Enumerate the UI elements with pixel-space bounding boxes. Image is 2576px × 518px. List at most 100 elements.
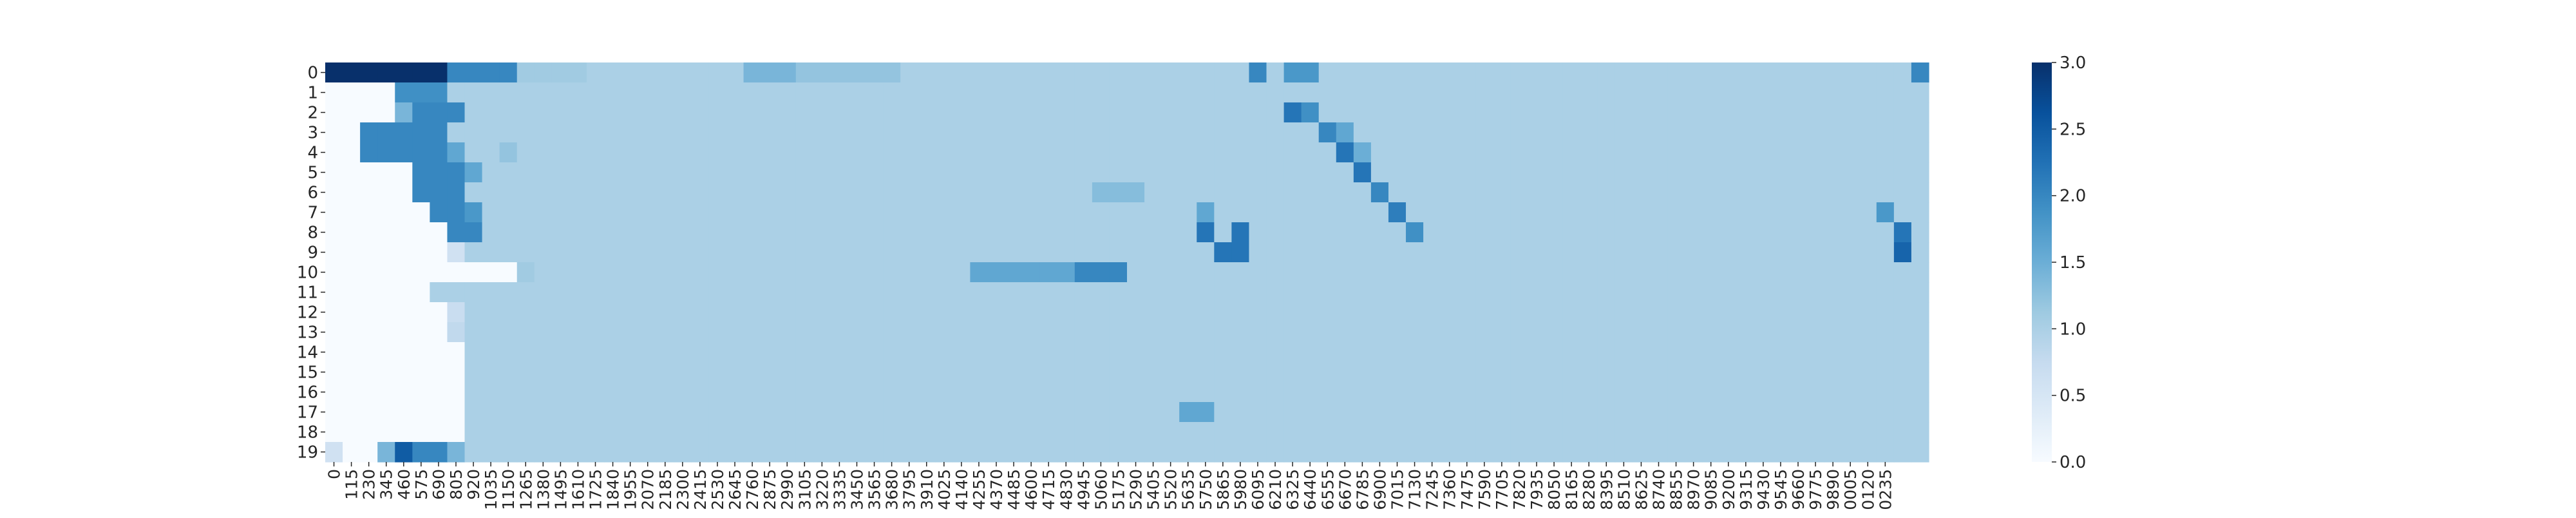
heatmap-cell — [1719, 362, 1738, 383]
heatmap-cell — [708, 282, 727, 303]
heatmap-cell — [499, 262, 518, 283]
heatmap-cell — [970, 62, 989, 83]
heatmap-cell — [1231, 242, 1250, 263]
heatmap-cell — [325, 282, 343, 303]
heatmap-cell — [795, 422, 814, 443]
row-tick-label: 3 — [307, 124, 318, 143]
heatmap-cell — [1441, 382, 1459, 403]
heatmap-cell — [325, 102, 343, 123]
heatmap-cell — [1911, 362, 1929, 383]
heatmap-cell — [343, 262, 361, 283]
column-tick-label: 6670 — [1336, 469, 1354, 510]
heatmap-cell — [1685, 422, 1703, 443]
heatmap-cell — [1005, 402, 1023, 423]
heatmap-cell — [1649, 82, 1668, 103]
heatmap-cell — [1458, 402, 1476, 423]
heatmap-cell — [1806, 282, 1825, 303]
heatmap-cell — [395, 442, 413, 463]
heatmap-cell — [1772, 342, 1790, 363]
heatmap-cell — [1510, 402, 1529, 423]
heatmap-cell — [1179, 242, 1197, 263]
heatmap-cell — [639, 402, 657, 423]
heatmap-cell — [1754, 402, 1773, 423]
heatmap-cell — [900, 102, 918, 123]
heatmap-cell — [551, 282, 570, 303]
heatmap-cell — [987, 102, 1006, 123]
heatmap-cell — [1580, 322, 1598, 343]
heatmap-cell — [360, 242, 378, 263]
heatmap-cell — [1074, 262, 1093, 283]
heatmap-cell — [1039, 342, 1058, 363]
heatmap-cell — [1231, 162, 1250, 183]
heatmap-cell — [516, 382, 535, 403]
heatmap-cell — [848, 182, 866, 203]
heatmap-cell — [1719, 402, 1738, 423]
heatmap-cell — [1318, 242, 1337, 263]
heatmap-cell — [1876, 262, 1895, 283]
heatmap-cell — [1893, 222, 1912, 243]
heatmap-cell — [1022, 282, 1041, 303]
heatmap-cell — [952, 302, 971, 323]
heatmap-cell — [1074, 302, 1093, 323]
heatmap-cell — [1005, 102, 1023, 123]
heatmap-cell — [1406, 442, 1424, 463]
heatmap-cell — [987, 182, 1006, 203]
heatmap-cell — [1353, 82, 1372, 103]
heatmap-cell — [1841, 242, 1860, 263]
heatmap-cell — [830, 102, 849, 123]
heatmap-cell — [1824, 242, 1842, 263]
heatmap-cell — [1528, 222, 1546, 243]
heatmap-cell — [970, 382, 989, 403]
heatmap-cell — [1092, 282, 1110, 303]
column-tick-label: 1725 — [587, 469, 605, 510]
heatmap-cell — [1510, 302, 1529, 323]
heatmap-cell — [1859, 202, 1877, 223]
heatmap-cell — [1109, 382, 1128, 403]
heatmap-cell — [1336, 342, 1354, 363]
heatmap-cell — [1545, 322, 1564, 343]
heatmap-cell — [516, 242, 535, 263]
heatmap-cell — [674, 102, 692, 123]
heatmap-cell — [1249, 162, 1267, 183]
heatmap-cell — [377, 342, 395, 363]
colorbar-tick-label: 1.5 — [2060, 253, 2086, 273]
heatmap-cell — [900, 242, 918, 263]
heatmap-cell — [987, 162, 1006, 183]
heatmap-cell — [970, 282, 989, 303]
heatmap-cell — [325, 442, 343, 463]
heatmap-cell — [1493, 402, 1511, 423]
heatmap-cell — [1876, 162, 1895, 183]
heatmap-cell — [1789, 422, 1808, 443]
heatmap-cell — [1458, 122, 1476, 143]
heatmap-cell — [813, 62, 831, 83]
row-tick-label: 19 — [297, 443, 318, 463]
heatmap-cell — [1806, 102, 1825, 123]
heatmap-cell — [1702, 342, 1720, 363]
column-tick-label: 0120 — [1859, 469, 1877, 510]
heatmap-cell — [795, 442, 814, 463]
heatmap-cell — [987, 122, 1006, 143]
heatmap-cell — [1057, 122, 1075, 143]
heatmap-cell — [708, 242, 727, 263]
heatmap-cell — [1615, 162, 1633, 183]
heatmap-cell — [1179, 222, 1197, 243]
heatmap-cell — [1893, 102, 1912, 123]
heatmap-cell — [743, 282, 762, 303]
heatmap-cell — [1057, 182, 1075, 203]
heatmap-cell — [447, 142, 466, 163]
heatmap-cell — [447, 122, 466, 143]
heatmap-cell — [1789, 142, 1808, 163]
heatmap-cell — [1249, 402, 1267, 423]
heatmap-cell — [1806, 342, 1825, 363]
heatmap-cell — [1092, 262, 1110, 283]
column-tick-label: 3335 — [830, 469, 849, 510]
heatmap-cell — [1493, 342, 1511, 363]
heatmap-cell — [866, 442, 884, 463]
heatmap-cell — [1841, 142, 1860, 163]
heatmap-cell — [1057, 142, 1075, 163]
heatmap-cell — [1092, 322, 1110, 343]
heatmap-cell — [464, 102, 483, 123]
heatmap-cell — [1615, 322, 1633, 343]
heatmap-cell — [1318, 442, 1337, 463]
